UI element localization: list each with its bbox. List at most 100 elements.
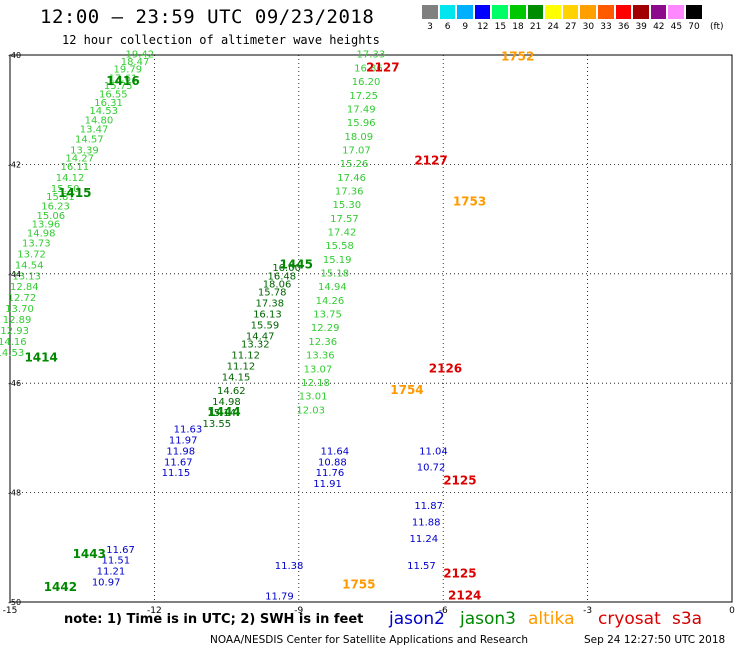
swh-value-label: 14.94 xyxy=(318,282,347,293)
track-time-label: 2124 xyxy=(448,588,481,602)
color-swatch xyxy=(545,5,561,19)
swh-value-label: 17.46 xyxy=(337,173,366,184)
color-scale-label: 9 xyxy=(462,22,469,32)
swh-value-label: 11.15 xyxy=(162,468,191,479)
swh-value-label: 11.67 xyxy=(164,457,193,468)
swh-value-label: 19.79 xyxy=(113,65,142,76)
y-tick-label: -44 xyxy=(8,270,21,279)
swh-value-label: 12.72 xyxy=(8,293,37,304)
swh-value-label: 15.50 xyxy=(51,184,80,195)
swh-value-label: 13.70 xyxy=(5,304,34,315)
color-swatch xyxy=(598,5,614,19)
swh-value-label: 15.26 xyxy=(340,159,369,170)
swh-value-label: 12.84 xyxy=(10,282,39,293)
swh-value-label: 15.19 xyxy=(323,255,352,266)
swh-value-label: 11.67 xyxy=(106,545,135,556)
swh-value-label: 11.12 xyxy=(227,362,256,373)
color-swatch xyxy=(422,5,438,19)
swh-value-label: 14.62 xyxy=(217,386,246,397)
x-tick-label: -15 xyxy=(3,606,18,616)
swh-value-label: 19.42 xyxy=(126,50,155,61)
color-scale-label: 24 xyxy=(547,22,559,32)
swh-value-label: 17.49 xyxy=(347,104,376,115)
color-swatch xyxy=(474,5,491,19)
color-swatch xyxy=(686,5,702,19)
y-tick-label: -46 xyxy=(8,379,21,388)
swh-value-label: 13.32 xyxy=(241,340,270,351)
swh-value-label: 11.57 xyxy=(407,561,436,572)
swh-value-label: 10.88 xyxy=(318,457,347,468)
swh-value-label: 15.58 xyxy=(325,241,354,252)
swh-value-label: 18.47 xyxy=(121,57,150,68)
swh-value-label: 17.57 xyxy=(330,214,359,225)
swh-value-label: 13.36 xyxy=(306,351,335,362)
swh-value-label: 17.36 xyxy=(335,186,364,197)
map-ticks: -15 -12 -9 -6 -3 0 -40 -42 -44 -46 -48 -50 xyxy=(3,51,735,616)
track-series: 11.6311.9711.9811.6711.1511.6711.5111.21… xyxy=(92,424,448,602)
legend-entry-s3a: s3a xyxy=(672,609,703,629)
color-scale-label: 33 xyxy=(600,22,612,32)
swh-value-label: 13.73 xyxy=(22,238,51,249)
color-scale-label: 12 xyxy=(477,22,489,32)
legend-entry-cryosat: cryosat xyxy=(598,609,661,629)
x-tick-label: -6 xyxy=(439,606,448,616)
swh-value-label: 11.24 xyxy=(410,534,439,545)
swh-value-label: 14.80 xyxy=(85,115,114,126)
swh-value-label: 11.87 xyxy=(414,501,443,512)
swh-value-label: 16.20 xyxy=(352,77,381,88)
swh-value-label: 13.01 xyxy=(299,392,328,403)
track-time-label: 1754 xyxy=(390,383,423,397)
color-swatch xyxy=(668,5,684,19)
swh-value-label: 18.09 xyxy=(345,132,374,143)
x-tick-label: -9 xyxy=(294,606,303,616)
footnote: note: 1) Time is in UTC; 2) SWH is in fe… xyxy=(64,612,364,627)
track-time-label: 1444 xyxy=(207,405,240,419)
swh-value-label: 14.54 xyxy=(15,260,44,271)
swh-value-label: 16.86 xyxy=(354,63,383,74)
footer-text: NOAA/NESDIS Center for Satellite Applica… xyxy=(210,634,528,646)
color-swatch xyxy=(562,5,579,19)
swh-value-label: 13.07 xyxy=(304,364,333,375)
swh-value-label: 13.39 xyxy=(70,145,99,156)
track-time-label: 2127 xyxy=(366,60,399,74)
swh-value-label: 11.21 xyxy=(97,567,126,578)
track-time-label: 2125 xyxy=(443,473,476,487)
swh-value-label: 11.51 xyxy=(101,556,130,567)
swh-value-label: 15.75 xyxy=(104,81,133,92)
swh-value-label: 11.76 xyxy=(316,468,345,479)
track-time-label: 1752 xyxy=(501,49,534,63)
swh-value-label: 15.18 xyxy=(320,269,349,280)
swh-value-label: 18.06 xyxy=(263,279,292,290)
track-series: 17.33 16.86 16.20 17.25 17.49 15.96 18.09 17.07… xyxy=(296,50,385,417)
swh-value-label: 17.07 xyxy=(342,145,371,156)
swh-value-label: 11.38 xyxy=(275,561,304,572)
color-scale-unit: (ft) xyxy=(710,22,724,32)
track-series: 16.0016.4818.0615.7817.3816.1315.5914.47… xyxy=(203,263,301,430)
track-time-label: 1442 xyxy=(44,580,77,594)
swh-value-label: 16.23 xyxy=(41,201,70,212)
swh-value-label: 14.98 xyxy=(212,397,241,408)
color-scale-label: 45 xyxy=(670,22,683,32)
swh-value-label: 11.63 xyxy=(174,424,203,435)
swh-value-label: 14.53 xyxy=(0,348,24,359)
swh-value-label: 13.47 xyxy=(80,125,109,136)
color-swatch xyxy=(492,5,508,19)
swh-value-label: 17.25 xyxy=(349,91,378,102)
color-scale-label: 18 xyxy=(512,22,524,32)
swh-value-label: 12.89 xyxy=(3,315,32,326)
x-tick-label: -12 xyxy=(147,606,162,616)
color-scale-label: 30 xyxy=(582,22,595,32)
track-series: 19.4218.4719.7917.6115.7516.5516.3114.53… xyxy=(0,50,154,359)
track-time-label: 1755 xyxy=(342,577,375,591)
legend-entry-jason3: jason3 xyxy=(460,609,516,629)
swh-value-label: 16.11 xyxy=(61,162,90,173)
swh-value-label: 17.42 xyxy=(328,228,357,239)
swh-value-label: 12.93 xyxy=(0,326,29,337)
generated-timestamp: Sep 24 12:27:50 UTC 2018 xyxy=(584,634,726,646)
swh-value-label: 15.06 xyxy=(36,211,65,222)
swh-value-label: 10.72 xyxy=(417,463,446,474)
swh-value-label: 17.38 xyxy=(255,299,284,310)
swh-value-label: 13.72 xyxy=(17,249,46,260)
swh-value-label: 13.55 xyxy=(203,419,232,430)
